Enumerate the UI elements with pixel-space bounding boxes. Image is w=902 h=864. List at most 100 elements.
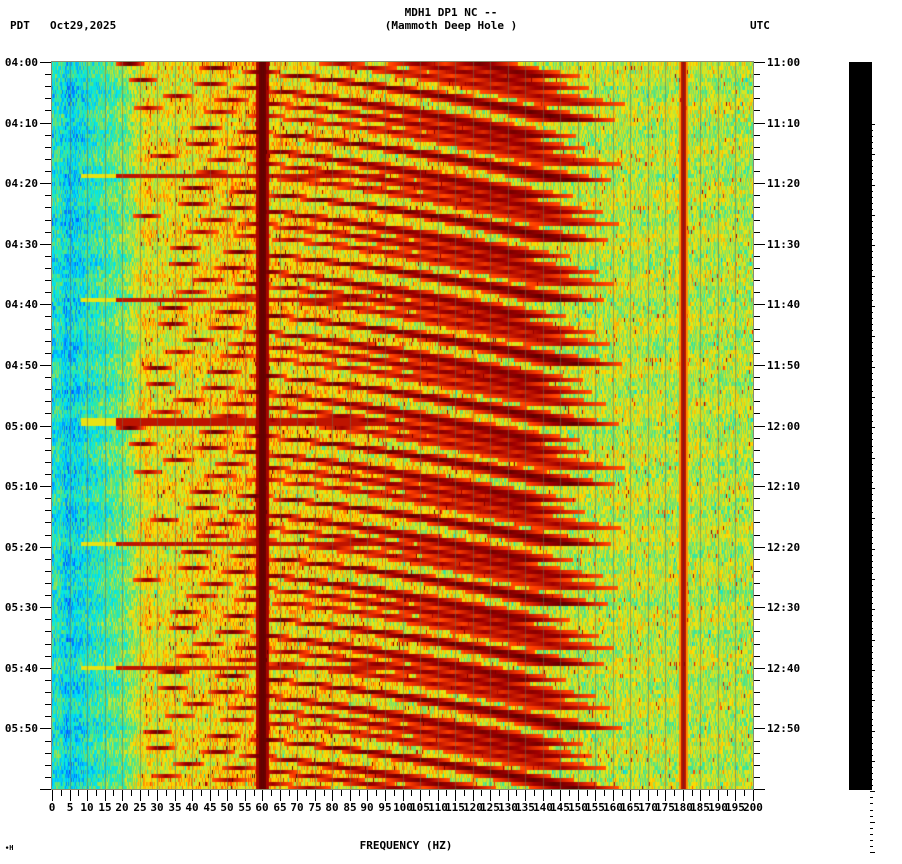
colorbar-tick	[870, 573, 873, 574]
freq-tick-major	[105, 790, 106, 801]
colorbar-tick	[870, 700, 875, 701]
time-tick-minor	[754, 329, 760, 330]
freq-label: 200	[743, 801, 763, 814]
time-tick-minor	[45, 498, 51, 499]
freq-tick-minor	[201, 790, 202, 796]
freq-label: 100	[393, 801, 413, 814]
freq-label: 175	[655, 801, 675, 814]
colorbar-tick	[870, 312, 873, 313]
freq-tick-minor	[96, 790, 97, 796]
freq-tick-minor	[569, 790, 570, 796]
colorbar-tick	[870, 524, 873, 525]
time-tick-minor	[754, 741, 760, 742]
time-tick-minor	[45, 595, 51, 596]
time-tick-minor	[45, 389, 51, 390]
colorbar-tick	[870, 567, 873, 568]
colorbar-tick	[870, 506, 873, 507]
time-tick-minor	[754, 438, 760, 439]
colorbar-tick	[870, 664, 873, 665]
time-tick-minor	[45, 619, 51, 620]
colorbar-tick	[870, 427, 875, 428]
time-tick-minor	[754, 716, 760, 717]
time-tick-minor	[45, 195, 51, 196]
time-tick-major	[754, 123, 765, 124]
freq-tick-major	[630, 790, 631, 801]
colorbar-tick	[870, 615, 873, 616]
colorbar-tick	[870, 810, 873, 811]
time-tick-minor	[754, 765, 760, 766]
time-tick-major	[754, 547, 765, 548]
colorbar-tick	[870, 179, 873, 180]
freq-tick-major	[403, 790, 404, 801]
freq-label: 40	[185, 801, 199, 814]
freq-label: 185	[690, 801, 710, 814]
time-tick-major	[40, 607, 51, 608]
colorbar-tick	[870, 579, 875, 580]
header-timezone-left: PDT	[10, 19, 30, 32]
time-tick-minor	[45, 765, 51, 766]
freq-tick-major	[420, 790, 421, 801]
freq-label: 25	[133, 801, 147, 814]
freq-tick-major	[525, 790, 526, 801]
time-tick-minor	[45, 232, 51, 233]
time-tick-minor	[45, 680, 51, 681]
time-tick-major	[40, 244, 51, 245]
colorbar-tick	[870, 712, 873, 713]
freq-label: 90	[360, 801, 374, 814]
colorbar-tick	[870, 555, 873, 556]
colorbar-tick	[870, 324, 873, 325]
time-tick-major	[40, 486, 51, 487]
colorbar-tick	[870, 682, 873, 683]
colorbar-tick	[870, 512, 873, 513]
freq-tick-major	[280, 790, 281, 801]
time-tick-minor	[45, 135, 51, 136]
freq-tick-minor	[499, 790, 500, 796]
spectrogram-plot[interactable]	[51, 61, 754, 790]
time-tick-minor	[45, 413, 51, 414]
colorbar-tick	[870, 834, 873, 835]
time-tick-minor	[45, 268, 51, 269]
colorbar-tick	[870, 221, 873, 222]
freq-label: 170	[638, 801, 658, 814]
x-axis-title: FREQUENCY (HZ)	[0, 839, 902, 852]
time-tick-minor	[754, 462, 760, 463]
freq-tick-minor	[306, 790, 307, 796]
time-tick-minor	[45, 341, 51, 342]
time-tick-minor	[45, 86, 51, 87]
time-tick-minor	[754, 644, 760, 645]
time-tick-major	[754, 426, 765, 427]
page-title-line1: MDH1 DP1 NC --	[404, 6, 498, 19]
colorbar-tick	[870, 433, 873, 434]
time-tick-minor	[45, 147, 51, 148]
time-label-pdt: 04:30	[4, 238, 38, 251]
freq-tick-major	[560, 790, 561, 801]
freq-tick-minor	[289, 790, 290, 796]
page-title-line2: (Mammoth Deep Hole )	[384, 19, 518, 32]
colorbar-tick	[870, 282, 873, 283]
time-tick-minor	[754, 680, 760, 681]
freq-tick-major	[245, 790, 246, 801]
time-tick-minor	[45, 353, 51, 354]
freq-label: 125	[480, 801, 500, 814]
colorbar	[849, 62, 872, 790]
freq-label: 45	[203, 801, 217, 814]
freq-tick-major	[140, 790, 141, 801]
time-tick-minor	[754, 147, 760, 148]
freq-tick-minor	[516, 790, 517, 796]
colorbar-tick	[870, 361, 873, 362]
time-tick-major	[40, 304, 51, 305]
freq-tick-major	[210, 790, 211, 801]
freq-label: 105	[410, 801, 430, 814]
time-tick-major	[754, 607, 765, 608]
colorbar-tick	[870, 828, 873, 829]
colorbar-tick	[870, 397, 875, 398]
time-tick-major	[40, 728, 51, 729]
time-label-utc: 12:00	[767, 420, 801, 433]
time-tick-minor	[754, 207, 760, 208]
time-tick-minor	[754, 631, 760, 632]
time-tick-minor	[45, 741, 51, 742]
spectrogram-canvas	[52, 62, 753, 789]
freq-label: 95	[378, 801, 392, 814]
time-tick-minor	[45, 74, 51, 75]
time-tick-minor	[45, 535, 51, 536]
